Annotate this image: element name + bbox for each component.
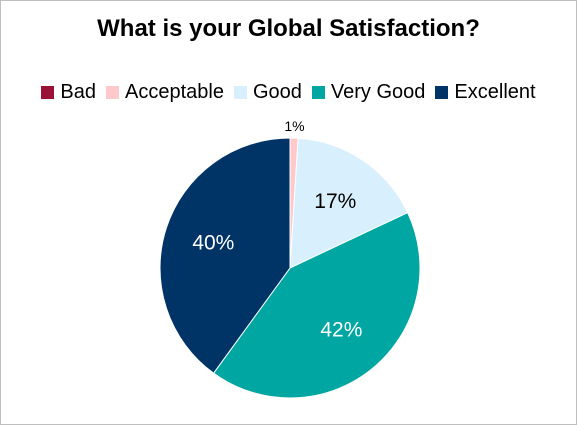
legend-label-very-good: Very Good: [330, 81, 426, 103]
data-label-good: 17%: [314, 190, 356, 213]
data-label-acceptable: 1%: [284, 118, 304, 134]
legend-swatch-bad: [41, 86, 55, 99]
legend-item-good: Good: [233, 81, 302, 104]
legend: Bad Acceptable Good Very Good Excellent: [1, 81, 576, 104]
legend-swatch-excellent: [435, 86, 449, 99]
legend-item-very-good: Very Good: [311, 81, 426, 104]
legend-item-acceptable: Acceptable: [106, 81, 224, 104]
legend-swatch-good: [233, 86, 247, 99]
legend-label-excellent: Excellent: [454, 81, 536, 103]
data-label-very-good: 42%: [320, 319, 362, 342]
chart-title: What is your Global Satisfaction?: [97, 15, 480, 42]
legend-swatch-very-good: [311, 86, 325, 99]
data-label-excellent: 40%: [192, 232, 234, 255]
legend-item-bad: Bad: [41, 81, 96, 104]
legend-label-bad: Bad: [60, 81, 96, 103]
pie-slice-very-good: [212, 211, 421, 399]
pie-slice-good: [289, 137, 409, 269]
legend-label-acceptable: Acceptable: [125, 81, 224, 103]
legend-item-excellent: Excellent: [435, 81, 536, 104]
legend-swatch-acceptable: [106, 86, 119, 99]
legend-label-good: Good: [252, 81, 302, 103]
pie-slice-excellent: [159, 137, 291, 374]
